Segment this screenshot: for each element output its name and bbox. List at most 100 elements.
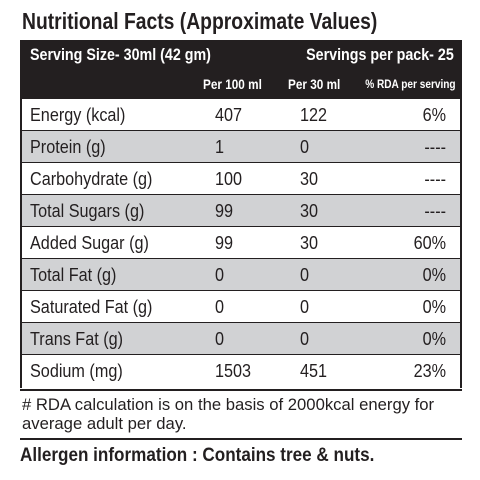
cell-text: 30 bbox=[300, 233, 319, 253]
nutrient-value: 6% bbox=[420, 99, 446, 131]
allergen-text: Allergen information : Contains tree & n… bbox=[20, 445, 375, 466]
nutrient-value: 60% bbox=[410, 227, 446, 259]
cell-text: 0 bbox=[215, 265, 225, 285]
column-text: Per 100 ml bbox=[203, 76, 262, 92]
cell-text: Carbohydrate (g) bbox=[30, 169, 153, 189]
cell-text: 407 bbox=[215, 105, 243, 125]
cell-text: 23% bbox=[413, 361, 446, 381]
cell-text: Added Sugar (g) bbox=[30, 233, 149, 253]
nutrient-name: Carbohydrate (g) bbox=[30, 163, 166, 195]
nutrient-value: 1 bbox=[215, 131, 225, 163]
table-row: Trans Fat (g) 0 0 0% bbox=[22, 322, 460, 354]
cell-text: 30 bbox=[300, 201, 319, 221]
nutrient-value: 30 bbox=[300, 195, 320, 227]
cell-text: 0 bbox=[300, 265, 310, 285]
footnote-text: # RDA calculation is on the basis of 200… bbox=[22, 395, 435, 433]
cell-text: 99 bbox=[215, 233, 234, 253]
nutrient-value: 0 bbox=[300, 291, 310, 323]
column-label: Per 30 ml bbox=[288, 70, 350, 98]
column-text: Per 30 ml bbox=[288, 76, 341, 92]
cell-text: 0% bbox=[422, 265, 446, 285]
serving-size: Serving Size- 30ml (42 gm) bbox=[30, 41, 245, 69]
nutrient-value: 0 bbox=[215, 323, 225, 355]
table-row: Sodium (mg) 1503 451 23% bbox=[22, 354, 460, 386]
table-row: Total Sugars (g) 99 30 ---- bbox=[22, 194, 460, 226]
nutrient-value: 407 bbox=[215, 99, 245, 131]
nutrient-name: Energy (kcal) bbox=[30, 99, 136, 131]
nutrient-name: Total Sugars (g) bbox=[30, 195, 157, 227]
nutrient-name: Trans Fat (g) bbox=[30, 323, 133, 355]
table-frame bbox=[20, 40, 462, 388]
cell-text: 0 bbox=[215, 297, 225, 317]
cell-text: 451 bbox=[300, 361, 328, 381]
table-row: Carbohydrate (g) 100 30 ---- bbox=[22, 162, 460, 194]
nutrient-value: 122 bbox=[300, 99, 330, 131]
column-label: Per 100 ml bbox=[203, 70, 273, 98]
nutrient-value: 0 bbox=[215, 291, 225, 323]
cell-text: 1 bbox=[215, 137, 225, 157]
column-header: Per 100 ml Per 30 ml % RDA per serving bbox=[20, 70, 462, 98]
nutrient-value: 0 bbox=[300, 323, 310, 355]
nutrient-value: 0 bbox=[300, 259, 310, 291]
cell-text: 0 bbox=[300, 137, 310, 157]
table-row: Energy (kcal) 407 122 6% bbox=[22, 98, 460, 130]
cell-text: 99 bbox=[215, 201, 234, 221]
nutrient-value: 451 bbox=[300, 355, 330, 387]
cell-text: 30 bbox=[300, 169, 319, 189]
nutrient-value: 99 bbox=[215, 227, 235, 259]
cell-text: ---- bbox=[424, 169, 446, 189]
cell-text: Total Sugars (g) bbox=[30, 201, 145, 221]
title: Nutritional Facts (Approximate Values) bbox=[22, 8, 445, 35]
cell-text: 0 bbox=[300, 329, 310, 349]
serving-size-text: Serving Size- 30ml (42 gm) bbox=[30, 45, 211, 64]
column-label: % RDA per serving bbox=[348, 70, 456, 98]
cell-text: 0 bbox=[300, 297, 310, 317]
nutrient-value: 1503 bbox=[215, 355, 255, 387]
cell-text: 0% bbox=[422, 329, 446, 349]
cell-text: Protein (g) bbox=[30, 137, 106, 157]
nutrient-name: Saturated Fat (g) bbox=[30, 291, 166, 323]
cell-text: Saturated Fat (g) bbox=[30, 297, 153, 317]
cell-text: 1503 bbox=[215, 361, 252, 381]
nutrient-value: 23% bbox=[410, 355, 446, 387]
nutrient-value: 0% bbox=[420, 291, 446, 323]
nutrient-value: 30 bbox=[300, 163, 320, 195]
table-row: Total Fat (g) 0 0 0% bbox=[22, 258, 460, 290]
nutrient-value: 0% bbox=[420, 259, 446, 291]
cell-text: ---- bbox=[424, 201, 446, 221]
nutrient-name: Protein (g) bbox=[30, 131, 114, 163]
cell-text: 6% bbox=[422, 105, 446, 125]
title-text: Nutritional Facts (Approximate Values) bbox=[22, 8, 378, 34]
nutrient-name: Total Fat (g) bbox=[30, 259, 126, 291]
table-row: Protein (g) 1 0 ---- bbox=[22, 130, 460, 162]
cell-text: Sodium (mg) bbox=[30, 361, 123, 381]
column-text: % RDA per serving bbox=[365, 77, 456, 91]
nutrient-value: 99 bbox=[215, 195, 235, 227]
cell-text: 122 bbox=[300, 105, 328, 125]
nutrient-value: ---- bbox=[422, 195, 446, 227]
servings-per-pack-text: Servings per pack- 25 bbox=[306, 45, 454, 64]
cell-text: Total Fat (g) bbox=[30, 265, 117, 285]
nutrient-value: 0 bbox=[215, 259, 225, 291]
cell-text: ---- bbox=[424, 137, 446, 157]
footnote: # RDA calculation is on the basis of 200… bbox=[20, 389, 462, 433]
servings-per-pack: Servings per pack- 25 bbox=[278, 41, 454, 69]
nutrient-value: ---- bbox=[422, 163, 446, 195]
allergen: Allergen information : Contains tree & n… bbox=[20, 438, 462, 470]
cell-text: 100 bbox=[215, 169, 243, 189]
serving-header: Serving Size- 30ml (42 gm) Servings per … bbox=[20, 40, 462, 70]
cell-text: 0% bbox=[422, 297, 446, 317]
table-row: Added Sugar (g) 99 30 60% bbox=[22, 226, 460, 258]
cell-text: 60% bbox=[413, 233, 446, 253]
cell-text: 0 bbox=[215, 329, 225, 349]
nutrient-value: ---- bbox=[422, 131, 446, 163]
nutrient-name: Added Sugar (g) bbox=[30, 227, 162, 259]
nutrient-value: 0 bbox=[300, 131, 310, 163]
nutrient-value: 100 bbox=[215, 163, 245, 195]
cell-text: Energy (kcal) bbox=[30, 105, 126, 125]
nutrient-value: 30 bbox=[300, 227, 320, 259]
nutrient-value: 0% bbox=[420, 323, 446, 355]
cell-text: Trans Fat (g) bbox=[30, 329, 124, 349]
table-row: Saturated Fat (g) 0 0 0% bbox=[22, 290, 460, 322]
